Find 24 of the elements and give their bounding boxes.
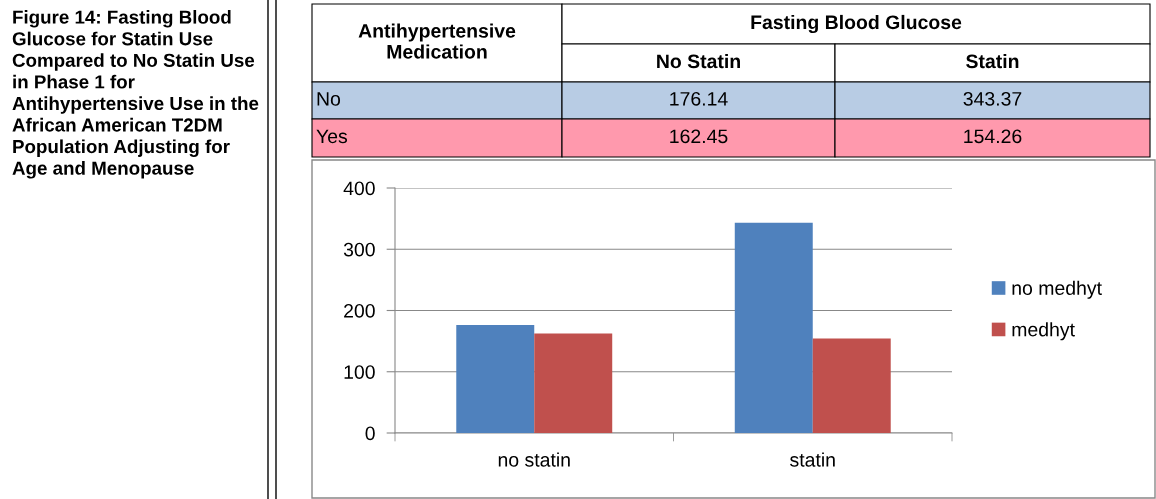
- text: 162.45: [670, 129, 728, 144]
- text: Figure 14: Fasting Blood Glucose for Statin Use Compared to No Statin Use in Phase 1 for Antihypertensive Use in the African American T2DM Population Adjusting for Age and Menopause: [12, 10, 259, 179]
- text: No: [317, 92, 341, 106]
- text: Statin: [966, 53, 1019, 69]
- y-tick-label: 200: [344, 303, 375, 318]
- x-tick-label: statin: [790, 452, 835, 467]
- bar: [534, 333, 613, 433]
- legend-label: no medhyt: [1012, 280, 1102, 299]
- x-tick-label: no statin: [498, 452, 570, 467]
- y-tick-label: 300: [343, 242, 375, 257]
- y-tick-label: 100: [344, 365, 375, 379]
- text: 154.26: [964, 129, 1022, 144]
- text: Fasting Blood Glucose: [751, 14, 962, 34]
- text: No Statin: [657, 53, 740, 69]
- bar: [734, 222, 813, 433]
- text: Antihypertensive Medication: [358, 23, 516, 59]
- text: 176.14: [670, 91, 728, 106]
- text: Yes: [316, 129, 348, 144]
- y-tick-label: 0: [365, 426, 375, 441]
- y-tick-label: 400: [343, 181, 375, 196]
- text: 343.37: [963, 91, 1022, 106]
- bar: [812, 338, 891, 433]
- legend-label: medhyt: [1012, 322, 1075, 341]
- bar: [456, 325, 535, 433]
